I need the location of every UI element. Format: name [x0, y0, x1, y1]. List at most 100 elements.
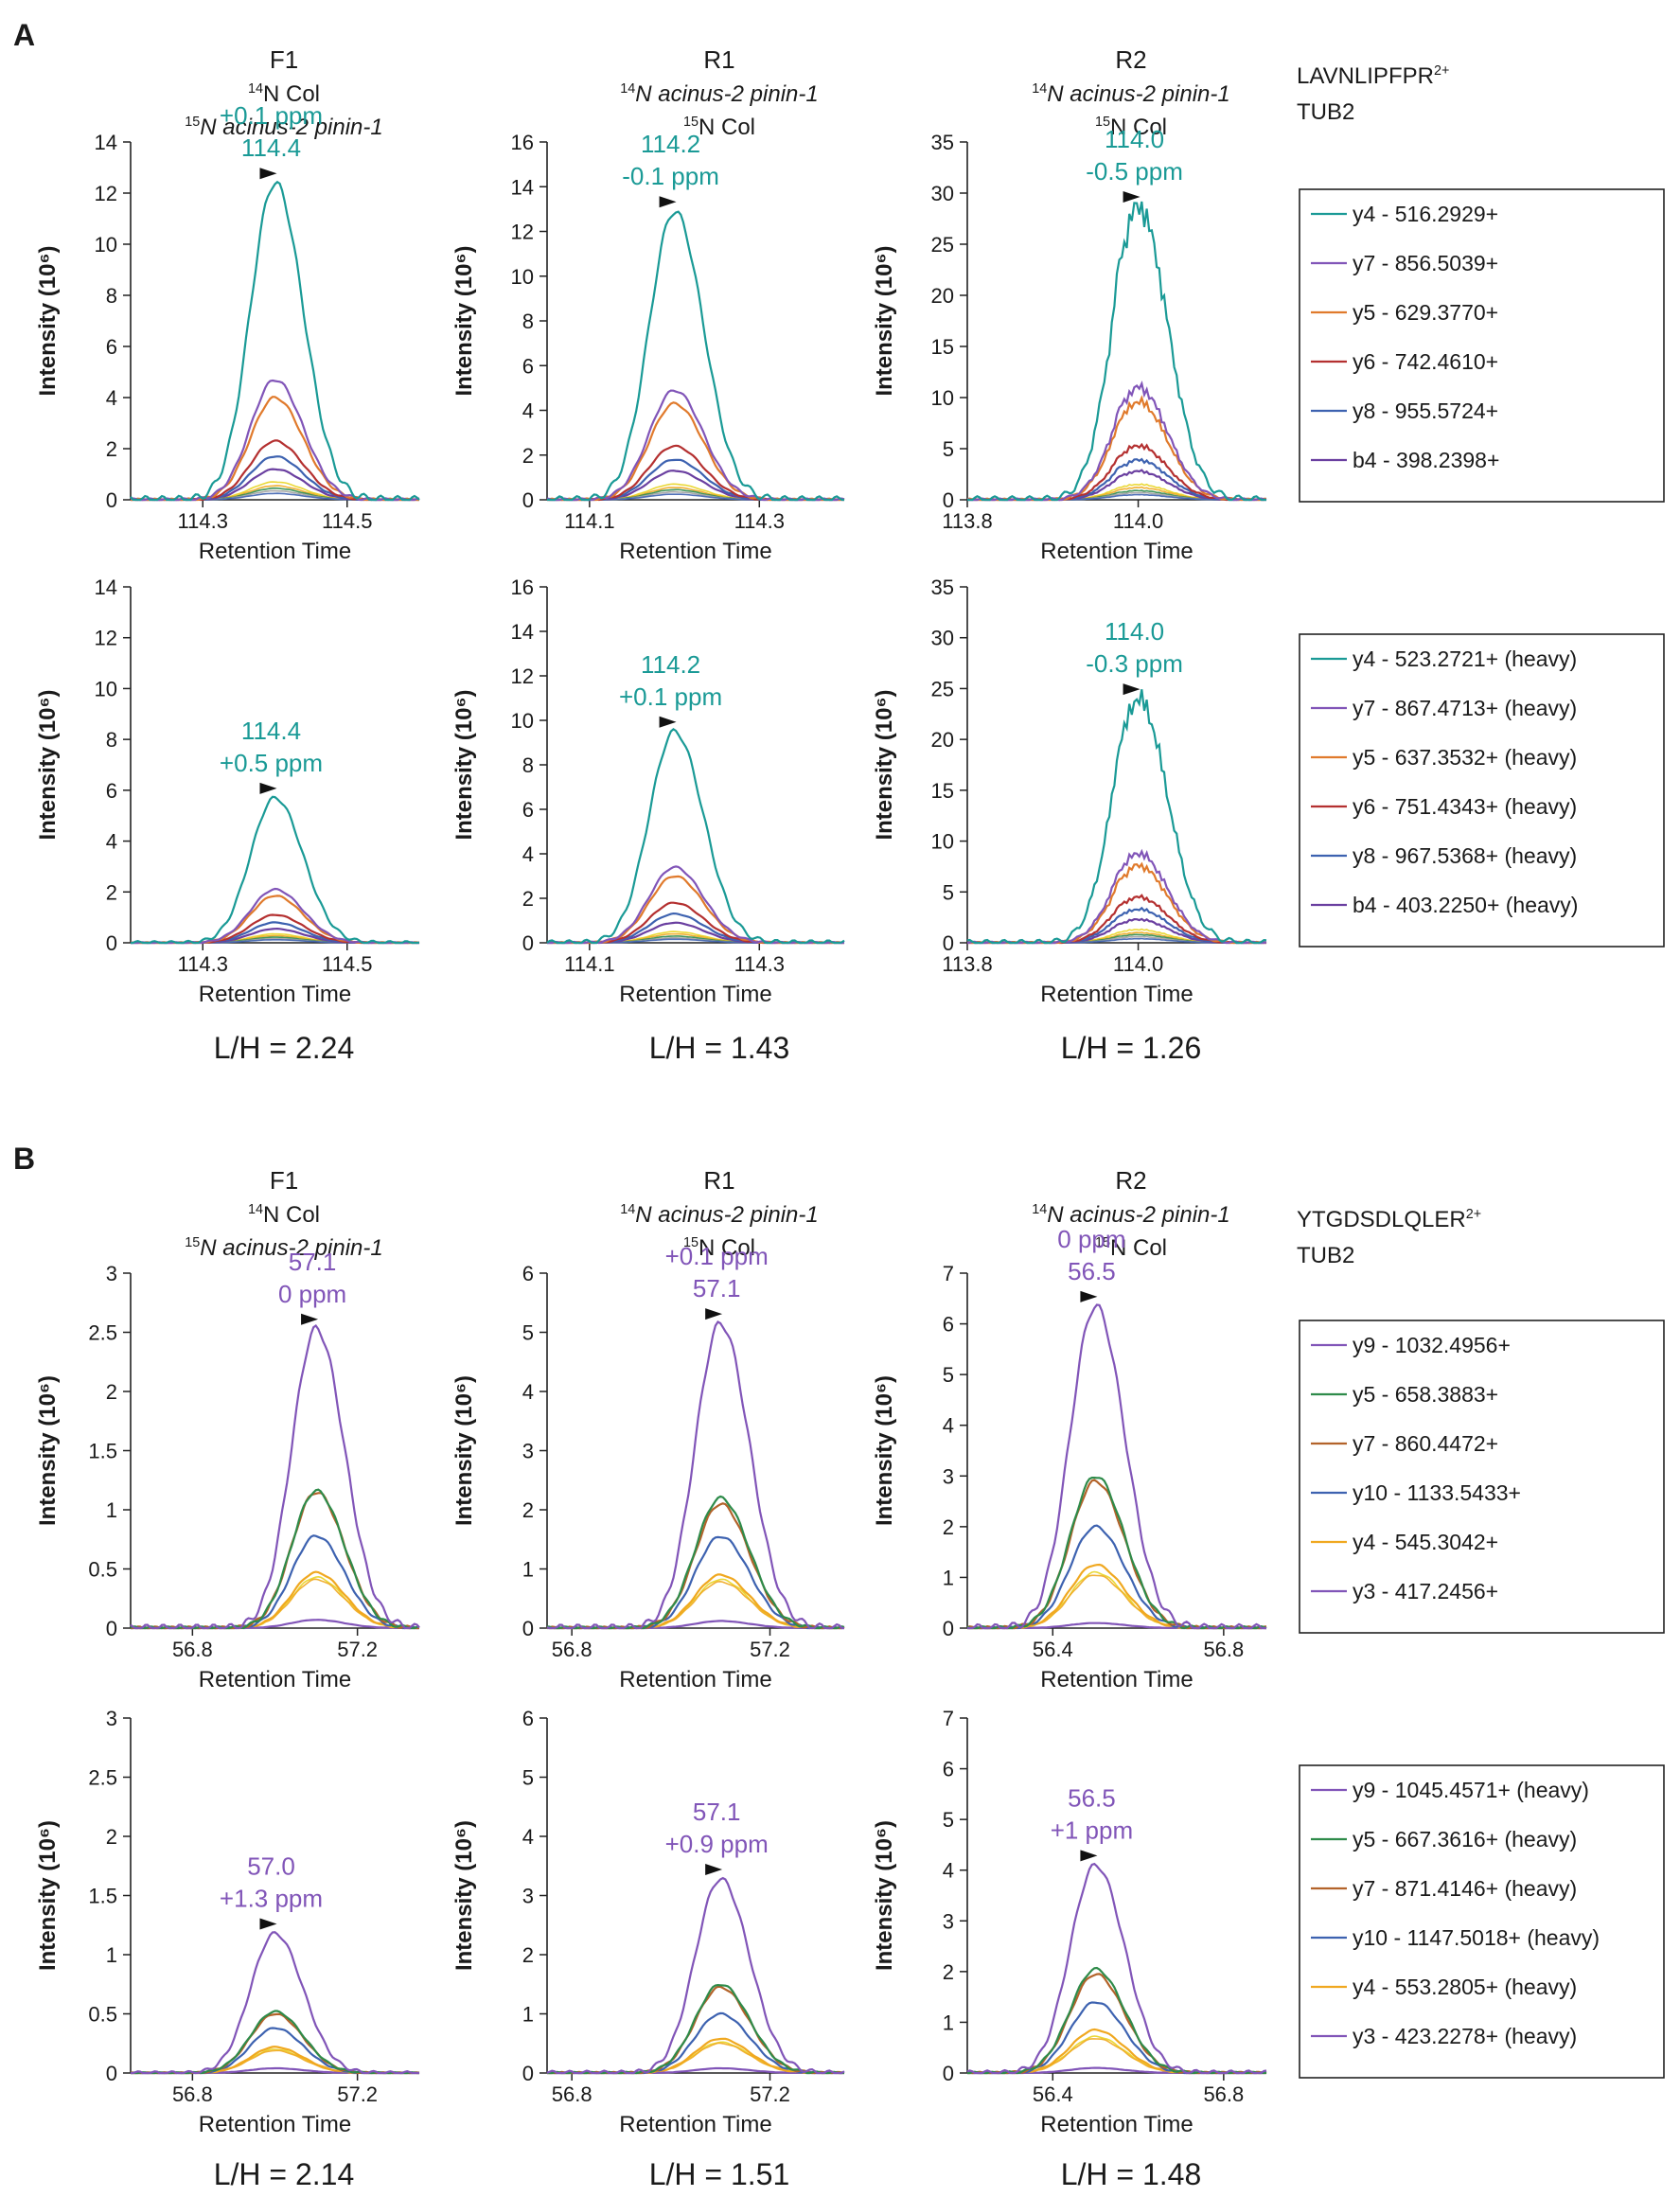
- sample-label: N acinus-2 pinin-1: [1047, 81, 1229, 107]
- column-subtitle-1: 14N Col: [248, 81, 320, 107]
- y-tick-label: 10: [931, 830, 954, 854]
- y-tick-label: 7: [943, 1262, 954, 1285]
- y-tick-label: 1: [943, 2011, 954, 2034]
- y-tick-label: 35: [931, 131, 954, 154]
- y-tick-label: 16: [511, 576, 534, 599]
- series-trace: [967, 1973, 1266, 2075]
- y-tick-label: 1: [522, 1558, 534, 1582]
- x-axis-label: Retention Time: [199, 1667, 351, 1692]
- y-tick-label: 2: [943, 1960, 954, 1984]
- minor-trace: [546, 1578, 845, 1629]
- x-tick-label: 57.2: [750, 2082, 790, 2106]
- lh-ratio: L/H = 2.14: [214, 2157, 355, 2191]
- y-tick-label: 1: [522, 2003, 534, 2027]
- peak-annotation: +1.3 ppm: [220, 1885, 323, 1913]
- isotope-sup: 15: [683, 115, 699, 130]
- y-tick-label: 0: [943, 2062, 954, 2085]
- column-subtitle-2: 15N Col: [1095, 1235, 1167, 1261]
- y-tick-label: 8: [522, 310, 534, 333]
- lh-ratio: L/H = 1.48: [1061, 2157, 1202, 2191]
- y-tick-label: 4: [522, 842, 534, 866]
- peak-annotation: 114.2: [641, 650, 700, 679]
- isotope-sup: 15: [1095, 115, 1110, 130]
- peak-annotation: 114.0: [1105, 617, 1164, 646]
- xic-chart: 0 1 2 3 4 5 6 7 56.4 56.8 Retention Time Intensity …: [872, 1225, 1267, 1692]
- y-axis-label: Intensity (10⁶): [35, 1375, 61, 1526]
- y-tick-label: 6: [522, 354, 534, 378]
- isotope-sup: 15: [185, 1235, 200, 1250]
- y-tick-label: 0: [522, 1617, 534, 1640]
- x-axis-label: Retention Time: [199, 2112, 351, 2137]
- peak-annotation: 57.1: [693, 1798, 741, 1826]
- xic-chart: 0 2 4 6 8 10 12 14 16 114.1 114.3 Retention Time Int…: [451, 130, 845, 564]
- apex-marker: [659, 196, 677, 208]
- sample-label: N acinus-2 pinin-1: [200, 115, 382, 140]
- apex-marker: [659, 716, 677, 728]
- y-tick-label: 2: [522, 1943, 534, 1967]
- legend-entry: y5 - 637.3532+ (heavy): [1353, 745, 1577, 770]
- y-tick-label: 10: [95, 677, 117, 700]
- legend-frame: [1299, 633, 1665, 948]
- y-tick-label: 8: [106, 728, 117, 752]
- legend: y4 - 523.2721+ (heavy) y7 - 867.4713+ (he…: [1299, 633, 1665, 948]
- xic-chart: 0 1 2 3 4 5 6 7 56.4 56.8 Retention Time Intensity …: [872, 1707, 1267, 2137]
- y-tick-label: 3: [106, 1707, 117, 1730]
- sample-label: N Col: [1110, 115, 1167, 140]
- y-axis-label: Intensity (10⁶): [451, 1375, 477, 1526]
- series-trace: [131, 2010, 419, 2075]
- x-tick-label: 56.8: [552, 1638, 592, 1661]
- series-trace: [966, 848, 1267, 945]
- legend-frame: [1299, 1320, 1665, 1634]
- y-tick-label: 5: [522, 1766, 534, 1790]
- series-trace: [966, 1479, 1267, 1630]
- y-tick-label: 15: [931, 779, 954, 803]
- series-trace: [546, 389, 845, 502]
- xic-chart: 0 2 4 6 8 10 12 14 114.3 114.5 Retention Time Inten…: [35, 576, 420, 1007]
- legend-entry: y9 - 1032.4956+: [1353, 1333, 1511, 1357]
- legend-entry: y7 - 871.4146+ (heavy): [1353, 1876, 1577, 1901]
- column-subtitle-2: 15N acinus-2 pinin-1: [185, 115, 382, 140]
- y-tick-label: 2.5: [88, 1321, 117, 1345]
- legend-entry: y5 - 658.3883+: [1353, 1382, 1498, 1407]
- column-title: F1: [270, 45, 298, 74]
- y-tick-label: 10: [511, 709, 534, 733]
- sample-label: N acinus-2 pinin-1: [1047, 1202, 1229, 1228]
- y-tick-label: 2: [522, 887, 534, 911]
- apex-marker: [259, 1918, 277, 1930]
- y-tick-label: 30: [931, 627, 954, 650]
- legend-entry: y4 - 553.2805+ (heavy): [1353, 1975, 1577, 1999]
- legend-frame: [1299, 1764, 1665, 2079]
- x-tick-label: 114.5: [322, 952, 372, 976]
- y-tick-label: 10: [95, 233, 117, 257]
- series-trace: [130, 180, 420, 502]
- y-axis-label: Intensity (10⁶): [872, 245, 897, 396]
- apex-marker: [1080, 1850, 1098, 1862]
- y-tick-label: 30: [931, 182, 954, 205]
- x-axis-label: Retention Time: [1040, 539, 1193, 564]
- xic-chart: 0 0.5 1 1.5 2 2.5 3 56.8 57.2 Retention Time Inten…: [35, 1707, 420, 2137]
- y-tick-label: 4: [943, 1414, 954, 1438]
- y-tick-label: 20: [931, 728, 954, 752]
- y-tick-label: 6: [106, 779, 117, 803]
- legend: y4 - 516.2929+ y7 - 856.5039+ y5 - 629.377…: [1299, 188, 1665, 503]
- x-axis-label: Retention Time: [619, 539, 771, 564]
- x-tick-label: 114.1: [564, 509, 614, 533]
- y-tick-label: 2: [106, 1825, 117, 1849]
- x-axis-label: Retention Time: [199, 539, 351, 564]
- x-tick-label: 56.4: [1033, 1638, 1073, 1661]
- y-tick-label: 1.5: [88, 1440, 117, 1463]
- peak-annotation: +0.9 ppm: [665, 1830, 769, 1858]
- x-tick-label: 113.8: [942, 952, 992, 976]
- series-trace: [547, 1983, 844, 2075]
- sample-label: N Col: [263, 1202, 320, 1228]
- y-tick-label: 2: [522, 444, 534, 468]
- sample-label: N acinus-2 pinin-1: [635, 1202, 818, 1228]
- y-tick-label: 0.5: [88, 2003, 117, 2027]
- y-tick-label: 2.5: [88, 1766, 117, 1790]
- series-trace: [966, 1862, 1267, 2075]
- minor-trace: [130, 2048, 420, 2074]
- isotope-sup: 14: [1032, 1202, 1047, 1217]
- y-tick-label: 0: [106, 488, 117, 512]
- column-subtitle-2: 15N Col: [1095, 115, 1167, 140]
